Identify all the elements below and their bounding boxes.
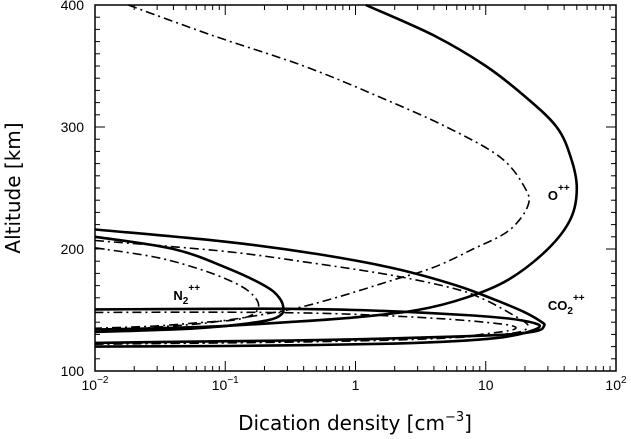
y-tick-label: 300 (61, 119, 85, 135)
x-tick-label: 102 (605, 375, 627, 393)
curve-annotations: O++ N2++ CO2++ (173, 183, 584, 317)
x-tick-labels: 10−2 10−1 1 10 102 (82, 375, 628, 393)
series-line-3-solid (94, 235, 285, 334)
series-lines (94, 3, 579, 348)
y-tick-label: 100 (61, 363, 85, 379)
series-line-6-dashdot (94, 239, 529, 345)
plot-frame (94, 4, 617, 372)
y-tick-label: 200 (61, 241, 85, 257)
x-tick-label: 1 (352, 377, 360, 393)
curve-label-co: CO2++ (548, 293, 585, 317)
y-tick-label: 400 (61, 0, 85, 13)
series-line-4-dashdot (94, 247, 260, 330)
y-tick-labels: 100 200 300 400 (61, 0, 85, 379)
x-tick-label: 10 (478, 377, 494, 393)
curve-label-o: O++ (548, 183, 570, 203)
series-line-2-dashdot (94, 4, 531, 333)
y-axis-title: Altitude [km] (1, 122, 25, 253)
curve-label-n: N2++ (173, 283, 200, 307)
series-line-7-solid (94, 307, 542, 348)
series-line-1-solid (94, 3, 579, 331)
series-line-5-solid (94, 228, 546, 345)
x-tick-label: 10−2 (82, 375, 109, 393)
series-line-8-dashdot (94, 311, 517, 345)
x-tick-label: 10−1 (212, 375, 239, 393)
x-axis-title: Dication density [cm−3] (238, 410, 472, 435)
